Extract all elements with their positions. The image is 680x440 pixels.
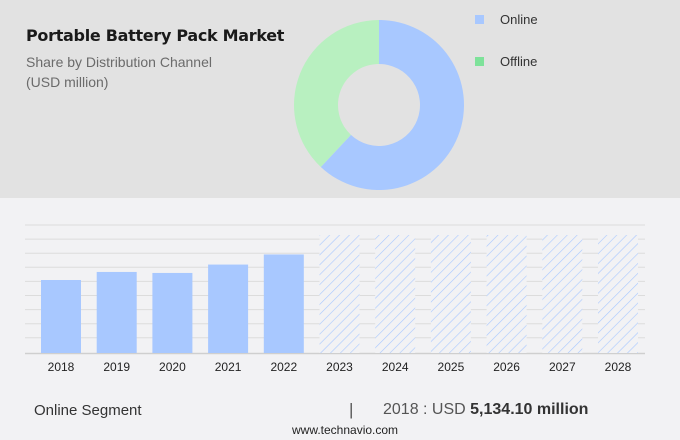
x-tick-label: 2023 xyxy=(326,360,353,374)
forecast-bar-2028[interactable] xyxy=(598,235,638,353)
bar-2020[interactable] xyxy=(152,272,193,353)
subtitle-line-2: (USD million) xyxy=(26,74,109,90)
bar-2021[interactable] xyxy=(208,264,249,353)
bar-2019[interactable] xyxy=(96,271,137,353)
segment-value: 2018 : USD 5,134.10 million xyxy=(383,401,588,419)
bar-2018[interactable] xyxy=(41,280,81,353)
x-tick-label: 2020 xyxy=(159,360,186,374)
legend-swatch-online xyxy=(475,15,484,24)
forecast-bar-2025[interactable] xyxy=(430,235,471,353)
forecast-bar-2024[interactable] xyxy=(375,235,416,353)
value-amount: 5,134.10 million xyxy=(470,401,589,418)
x-tick-label: 2022 xyxy=(270,360,297,374)
donut-slice-online[interactable] xyxy=(320,20,464,190)
forecast-bar-2027[interactable] xyxy=(542,235,583,353)
legend-label: Online xyxy=(500,12,538,27)
bar-chart: 2018 2019 2020 2021 2022 2023 2024 2025 2026 2027… xyxy=(25,224,645,374)
separator: | xyxy=(349,400,354,419)
legend-label: Offline xyxy=(500,54,538,69)
chart-title: Portable Battery Pack Market xyxy=(26,26,285,45)
x-tick-label: 2027 xyxy=(549,360,576,374)
legend-swatch-offline xyxy=(475,57,484,66)
chart-subtitle: Share by Distribution Channel (USD milli… xyxy=(26,52,212,92)
x-tick-label: 2019 xyxy=(103,360,130,374)
segment-label: Online Segment xyxy=(34,402,142,419)
year-prefix: 2018 : USD xyxy=(383,401,471,418)
x-tick-label: 2018 xyxy=(48,360,75,374)
donut-chart xyxy=(294,20,464,190)
website-link[interactable]: www.technavio.com xyxy=(292,423,399,437)
x-tick-label: 2021 xyxy=(215,360,242,374)
subtitle-line-1: Share by Distribution Channel xyxy=(26,54,212,70)
legend-item-online[interactable]: Online xyxy=(475,12,538,27)
x-tick-label: 2028 xyxy=(605,360,632,374)
x-tick-label: 2024 xyxy=(382,360,409,374)
bar-2022[interactable] xyxy=(263,254,304,353)
forecast-bar-2023[interactable] xyxy=(319,235,360,353)
x-tick-label: 2026 xyxy=(493,360,520,374)
x-tick-label: 2025 xyxy=(438,360,465,374)
legend-item-offline[interactable]: Offline xyxy=(475,54,537,69)
donut-slice-offline[interactable] xyxy=(294,20,379,167)
forecast-bar-2026[interactable] xyxy=(486,235,527,353)
